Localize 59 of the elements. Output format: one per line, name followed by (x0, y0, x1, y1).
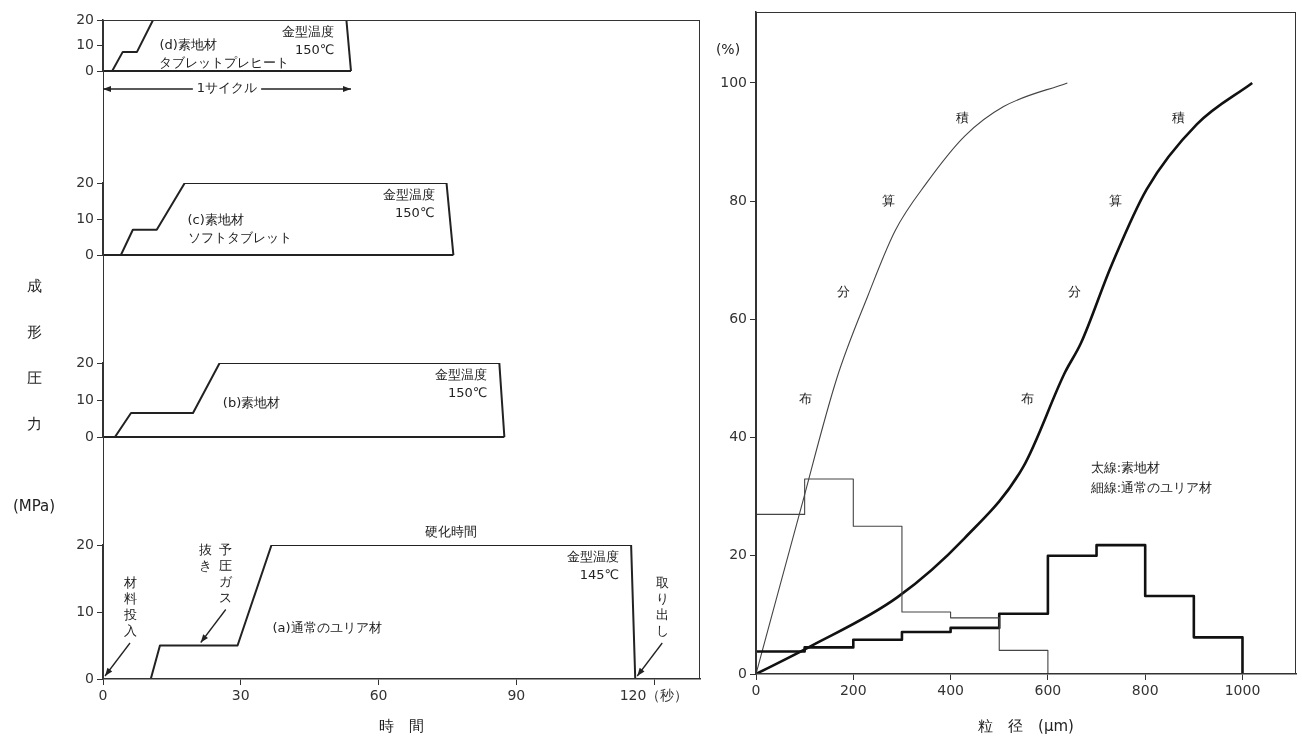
y-tick-label: 10 (76, 36, 94, 53)
y-tick-label: 20 (76, 353, 94, 370)
y-tick-label: 20 (76, 535, 94, 552)
annotation: 予圧ガス (218, 541, 233, 606)
x-tick-label: 800 (1131, 682, 1159, 699)
x-tick-label: 0 (98, 687, 108, 704)
annotation: 太線:素地材 (1090, 460, 1161, 476)
y-tick-label: 0 (85, 669, 94, 686)
y-tick-label: 10 (76, 390, 94, 407)
annotation: 積 (955, 109, 969, 125)
annotation: 分 (836, 284, 850, 300)
y-tick-label: 20 (76, 10, 94, 27)
y-tick-label: 0 (85, 427, 94, 444)
annotation: 布 (1020, 390, 1034, 406)
annotation: 取り出し (655, 575, 670, 639)
annotation: 金型温度 (382, 187, 435, 203)
y-tick-label: 80 (729, 191, 747, 208)
x-tick-label: 200 (839, 682, 867, 699)
y-tick-label: 10 (76, 209, 94, 226)
x-axis-title: 時 間 (379, 716, 424, 735)
x-tick-label: 120（秒） (619, 687, 689, 704)
x-tick-label: 0 (751, 682, 761, 699)
annotation: 金型温度 (567, 549, 620, 565)
x-tick-label: 60 (369, 687, 388, 704)
text: 成形圧力(MPa) (12, 277, 56, 515)
y-tick-label: 10 (76, 602, 94, 619)
y-tick-label: 0 (85, 245, 94, 262)
text: 硬化時間 (425, 524, 478, 540)
y-tick-label: 20 (76, 173, 94, 190)
y-tick-label: 60 (729, 310, 747, 326)
series-label: (a)通常のユリア材 (272, 620, 382, 636)
annotation: 150℃ (395, 205, 435, 221)
annotation: 材料投入 (123, 575, 137, 639)
annotation: 金型温度 (435, 367, 488, 383)
annotation: 145℃ (579, 567, 620, 583)
series-label: (c)素地材 (187, 212, 244, 228)
x-tick-label: 400 (937, 682, 964, 699)
series-label: (b)素地材 (222, 395, 281, 411)
text: 1サイクル (196, 80, 258, 96)
x-tick-label: 600 (1034, 682, 1062, 699)
y-tick-label: 20 (729, 546, 747, 563)
annotation: 分 (1068, 284, 1082, 300)
y-axis-title: (%) (715, 40, 741, 57)
annotation: 算 (1108, 192, 1122, 208)
annotation: 算 (882, 192, 896, 208)
y-tick-label: 0 (85, 61, 94, 78)
x-tick-label: 90 (507, 687, 526, 704)
y-tick-label: 100 (720, 73, 747, 90)
y-tick-label: 40 (729, 428, 747, 445)
annotation: 布 (798, 390, 812, 406)
x-axis-title: 粒 径 (μm) (978, 716, 1074, 735)
x-tick-label: 30 (231, 687, 250, 704)
annotation: ソフトタブレット (187, 230, 292, 246)
annotation: 細線:通常のユリア材 (1089, 480, 1213, 496)
y-tick-label: 0 (738, 664, 747, 681)
annotation: 積 (1172, 109, 1186, 125)
x-tick-label: 1000 (1224, 682, 1261, 699)
annotation: 150℃ (447, 385, 488, 401)
annotation: 抜き (198, 541, 213, 574)
